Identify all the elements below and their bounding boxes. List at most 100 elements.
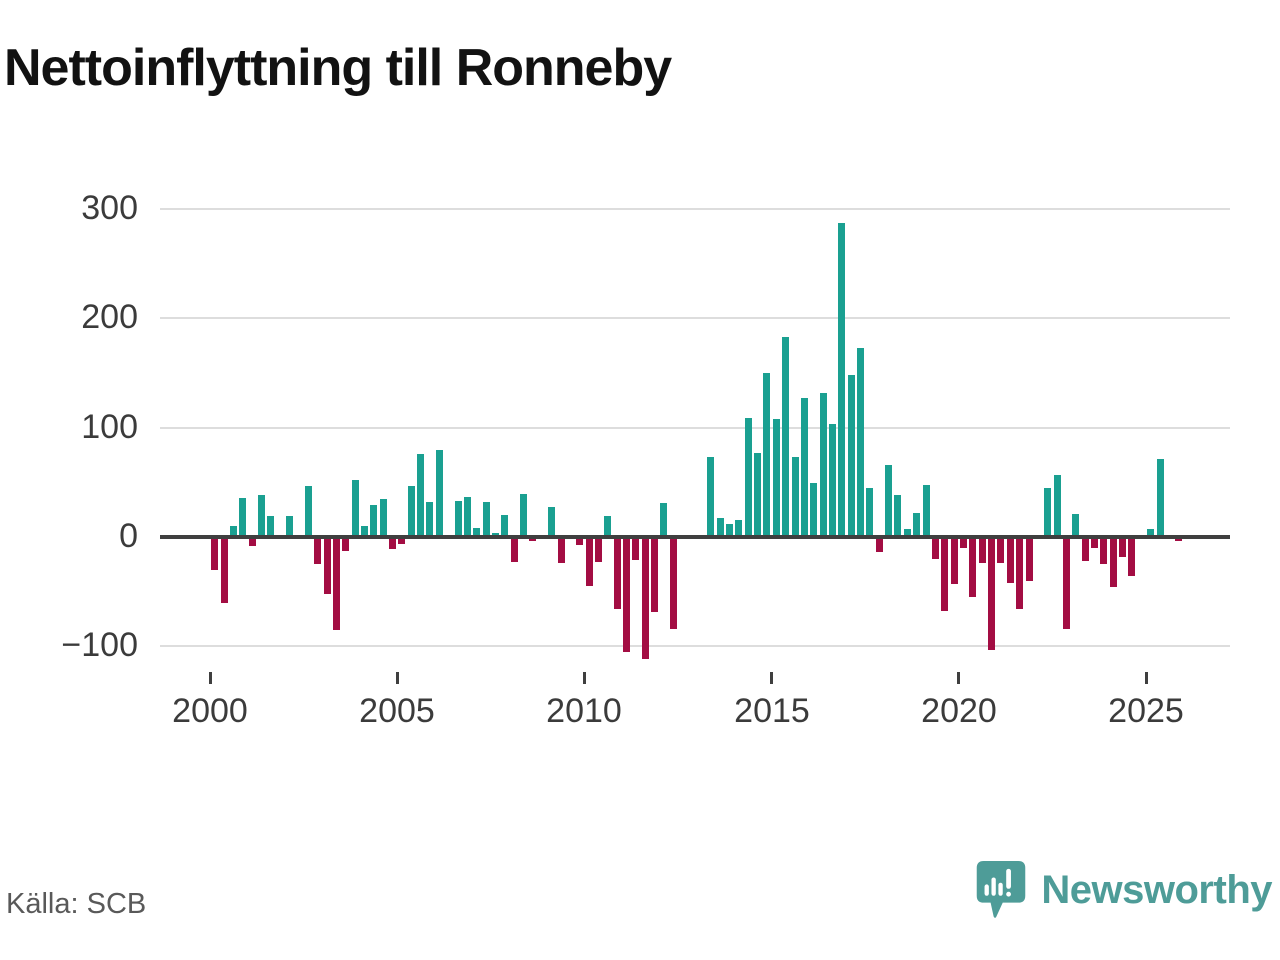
y-tick-label: −100 [61, 626, 138, 664]
x-tick [396, 672, 399, 684]
x-tick-label: 2025 [1108, 692, 1184, 730]
bar [810, 483, 817, 537]
bar [1026, 537, 1033, 581]
bar [904, 529, 911, 537]
bar [1147, 529, 1154, 537]
bar [848, 375, 855, 537]
bar [426, 502, 433, 537]
bar [230, 526, 237, 537]
bar [763, 373, 770, 537]
bar [595, 537, 602, 562]
bar [717, 518, 724, 537]
bar [1128, 537, 1135, 576]
bar [398, 537, 405, 544]
x-tick-label: 2005 [359, 692, 435, 730]
bar [829, 424, 836, 537]
bar [558, 537, 565, 563]
bar [417, 454, 424, 537]
bar [801, 398, 808, 537]
bar [614, 537, 621, 609]
bar [1016, 537, 1023, 609]
x-tick [209, 672, 212, 684]
bar [211, 537, 218, 570]
bar [820, 393, 827, 537]
gridline [160, 317, 1230, 319]
y-tick-label: 200 [81, 298, 138, 336]
bar [286, 516, 293, 537]
x-tick [1145, 672, 1148, 684]
bar [249, 537, 256, 546]
bar [997, 537, 1004, 563]
bar [1110, 537, 1117, 587]
bar [464, 497, 471, 537]
bar [792, 457, 799, 537]
bar [389, 537, 396, 549]
bar [670, 537, 677, 629]
bar [773, 419, 780, 537]
bar [511, 537, 518, 562]
bar [782, 337, 789, 537]
bar [548, 507, 555, 537]
bar [1063, 537, 1070, 629]
gridline [160, 208, 1230, 210]
bar [951, 537, 958, 584]
bar [342, 537, 349, 551]
bar [838, 223, 845, 537]
x-tick-label: 2020 [921, 692, 997, 730]
x-tick [957, 672, 960, 684]
bar [1119, 537, 1126, 557]
bar [483, 502, 490, 537]
newsworthy-wordmark: Newsworthy [1041, 868, 1272, 912]
source-label: Källa: SCB [6, 888, 147, 920]
bar [894, 495, 901, 537]
y-tick-label: 300 [81, 189, 138, 227]
bar [352, 480, 359, 537]
y-tick-label: 100 [81, 408, 138, 446]
bar [576, 537, 583, 545]
bar [876, 537, 883, 552]
bar [455, 501, 462, 537]
bar [529, 537, 536, 541]
bar [314, 537, 321, 564]
bar [623, 537, 630, 652]
x-tick-label: 2010 [546, 692, 622, 730]
bar [660, 503, 667, 537]
bar [436, 450, 443, 537]
gridline [160, 645, 1230, 647]
x-tick [583, 672, 586, 684]
zero-line [160, 535, 1230, 539]
bar [745, 418, 752, 537]
bar [305, 486, 312, 537]
bar [1100, 537, 1107, 564]
bar [969, 537, 976, 597]
bar [1175, 537, 1182, 541]
bar [885, 465, 892, 537]
bar [361, 526, 368, 537]
bar [408, 486, 415, 537]
bar [258, 495, 265, 537]
bar [380, 499, 387, 537]
bar [473, 528, 480, 537]
bar [501, 515, 508, 537]
gridline [160, 427, 1230, 429]
y-tick-label: 0 [119, 517, 138, 555]
bar [1007, 537, 1014, 583]
x-tick [770, 672, 773, 684]
bar [707, 457, 714, 537]
bar [979, 537, 986, 563]
bar [239, 498, 246, 537]
bar [857, 348, 864, 537]
bar [923, 485, 930, 537]
bar [932, 537, 939, 559]
bar [866, 488, 873, 537]
bar [1054, 475, 1061, 537]
bar [586, 537, 593, 586]
bar [941, 537, 948, 611]
logo-bar-3 [998, 882, 1004, 896]
bar [642, 537, 649, 659]
bar [1044, 488, 1051, 537]
bar [1072, 514, 1079, 537]
bar [735, 520, 742, 537]
newsworthy-logo-mark [977, 861, 1026, 918]
